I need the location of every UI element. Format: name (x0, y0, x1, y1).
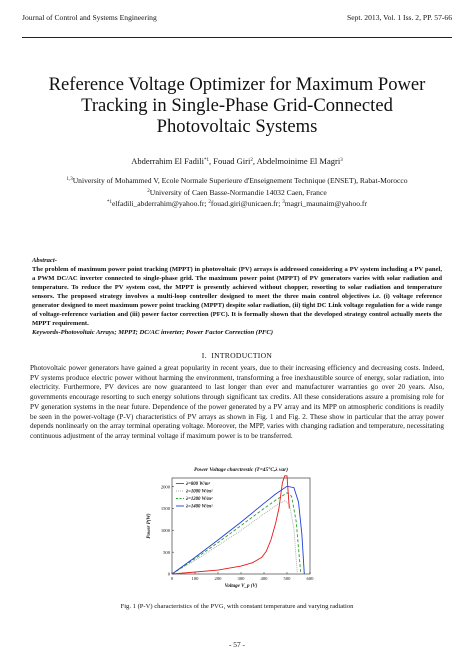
section-number: I. (201, 351, 207, 360)
x-tick-label: 100 (192, 576, 200, 581)
y-tick-label: 500 (163, 550, 171, 555)
legend-entry: λ=800 W/m² (185, 481, 211, 487)
affiliation-1-text: University of Mohammed V, Ecole Normale … (72, 176, 408, 185)
series-line (278, 475, 290, 509)
affiliation-1-mark: 1,3 (66, 177, 73, 182)
running-header: Journal of Control and Systems Engineeri… (22, 6, 452, 28)
author-1: Abderrahim El Fadili (131, 156, 205, 166)
keywords: Keywords-Photovoltaic Arrays; MPPT; DC/A… (32, 329, 274, 336)
series-line (171, 500, 298, 575)
author-1-mark: *1 (204, 158, 210, 163)
intro-paragraph: Photovoltaic power generators have gaine… (30, 364, 444, 440)
journal-name: Journal of Control and Systems Engineeri… (22, 12, 157, 22)
series-line (171, 485, 305, 575)
x-tick-label: 600 (307, 576, 315, 581)
title-line-3: Photovoltaic Systems (156, 116, 318, 137)
email-2-mark: 2 (208, 200, 211, 205)
x-tick-label: 400 (261, 576, 269, 581)
paper-title: Reference Voltage Optimizer for Maximum … (30, 74, 444, 137)
abstract-label: Abstract- (32, 257, 57, 264)
author-list: Abderrahim El Fadili*1, Fouad Giri2, Abd… (30, 156, 444, 166)
abstract: Abstract- The problem of maximum power p… (32, 256, 442, 337)
y-tick-label: 0 (168, 572, 171, 577)
section-title: INTRODUCTION (211, 351, 273, 360)
pv-characteristic-chart: Power Voltage charctrestic (T=45°C,λ var… (147, 466, 315, 589)
x-tick-label: 500 (284, 576, 292, 581)
series-line (171, 508, 280, 575)
abstract-text: The problem of maximum power point track… (32, 266, 442, 327)
y-tick-label: 1000 (161, 528, 171, 533)
y-tick-label: 2000 (161, 484, 171, 489)
affiliations: 1,3University of Mohammed V, Ecole Norma… (30, 175, 444, 210)
legend-entry: λ=1000 W/m² (185, 489, 213, 495)
author-3-mark: 3 (340, 158, 343, 163)
header-rule (22, 37, 452, 38)
issue-info: Sept. 2013, Vol. 1 Iss. 2, PP. 57-66 (347, 12, 452, 22)
figure-caption: Fig. 1 (P-V) characteristics of the PVG,… (120, 603, 354, 610)
email-3-mark: 3 (282, 200, 285, 205)
email-1-mark: *1 (107, 200, 112, 205)
series-line (171, 492, 302, 575)
x-tick-label: 0 (171, 576, 174, 581)
affiliation-2: 2University of Caen Basse-Normandie 1403… (30, 187, 444, 199)
author-3: , Abdelmoinime El Magri (252, 156, 341, 166)
title-line-1: Reference Voltage Optimizer for Maximum … (48, 74, 426, 95)
section-heading: I. INTRODUCTION (30, 351, 444, 360)
affiliation-2-text: University of Caen Basse-Normandie 14032… (149, 187, 327, 197)
page-number: - 57 - (228, 640, 245, 649)
author-emails: *1elfadili_abderrahim@yahoo.fr; 2fouad.g… (30, 198, 444, 210)
email-2[interactable]: fouad.giri@unicaen.fr; (210, 199, 283, 208)
email-3[interactable]: magri_maunaim@yahoo.fr (284, 199, 367, 208)
x-tick-label: 300 (238, 576, 246, 581)
y-tick-label: 1500 (161, 506, 171, 511)
x-axis-label: Voltage V_p (V) (225, 584, 258, 589)
chart-title: Power Voltage charctrestic (T=45°C,λ var… (194, 466, 288, 473)
title-line-2: Tracking in Single-Phase Grid-Connected (81, 95, 393, 116)
affiliation-1: 1,3University of Mohammed V, Ecole Norma… (30, 175, 444, 187)
y-axis-label: Power P(W) (147, 513, 152, 538)
email-1[interactable]: elfadili_abderrahim@yahoo.fr; (112, 199, 209, 208)
author-2-mark: 2 (250, 158, 253, 163)
author-2: , Fouad Giri (209, 156, 251, 166)
legend-entry: λ=1200 W/m² (185, 496, 213, 502)
x-tick-label: 200 (215, 576, 223, 581)
legend-entry: λ=1400 W/m² (185, 504, 213, 510)
affiliation-2-mark: 2 (147, 188, 150, 194)
